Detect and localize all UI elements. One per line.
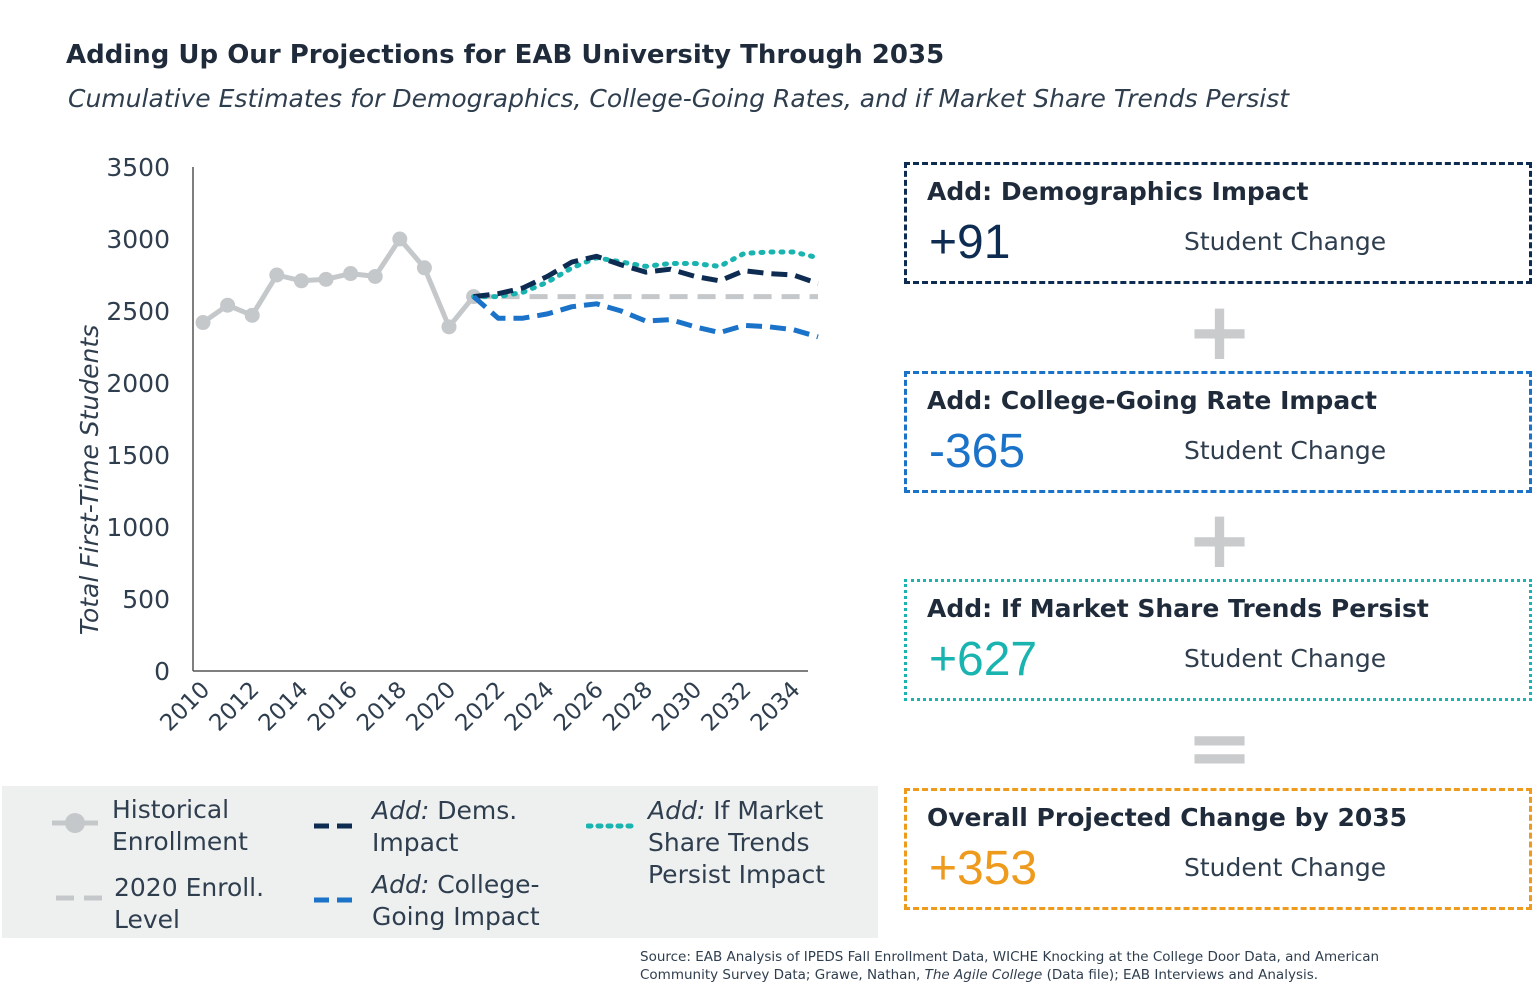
- series-line-0: [201, 236, 476, 330]
- box-value: -365: [929, 425, 1026, 478]
- legend-market-symbol: [586, 823, 636, 829]
- historical-point: [441, 319, 457, 335]
- series-line-3: [471, 294, 819, 340]
- source-line-2-text: Community Survey Data; Grawe, Nathan,: [640, 967, 925, 983]
- x-tick-label: 2026: [549, 677, 609, 737]
- legend-dems-text: Dems. Impact: [372, 796, 518, 857]
- legend-dems-label: Add: Dems. Impact: [372, 795, 562, 859]
- legend-level-symbol: [56, 895, 102, 901]
- legend-college-text: College-Going Impact: [372, 870, 540, 931]
- plus-operator: +: [1186, 285, 1254, 378]
- y-tick-label: 3000: [106, 225, 170, 254]
- enrollment-line-chart: 0500100015002000250030003500201020122014…: [75, 153, 821, 737]
- source-line-2: Community Survey Data; Grawe, Nathan, Th…: [640, 966, 1520, 984]
- legend-market-prefix: Add:: [648, 796, 706, 825]
- x-tick-label: 2022: [451, 677, 511, 737]
- y-tick-label: 0: [154, 657, 170, 686]
- box-change-label: Student Change: [1184, 644, 1387, 673]
- box-title: Overall Projected Change by 2035: [927, 803, 1408, 832]
- historical-point: [293, 273, 309, 289]
- x-tick-label: 2034: [746, 677, 806, 737]
- source-book-title: The Agile College: [924, 967, 1043, 983]
- historical-point: [220, 297, 236, 313]
- box-change-label: Student Change: [1184, 227, 1387, 256]
- x-tick-label: 2028: [598, 677, 658, 737]
- college-going-impact-box: Add: College-Going Rate Impact -365 Stud…: [904, 371, 1532, 493]
- y-tick-label: 2000: [106, 369, 170, 398]
- box-value: +627: [929, 633, 1038, 686]
- equals-operator: =: [1186, 701, 1254, 794]
- box-value: +91: [929, 216, 1011, 269]
- x-tick-label: 2016: [303, 677, 363, 737]
- series-line-4: [471, 249, 821, 300]
- legend-college-prefix: Add:: [372, 870, 430, 899]
- source-note: Source: EAB Analysis of IPEDS Fall Enrol…: [640, 948, 1520, 984]
- y-tick-label: 1000: [106, 513, 170, 542]
- legend-historical-label: Historical Enrollment: [112, 795, 248, 856]
- historical-point: [318, 271, 334, 287]
- legend-historical-symbol: [52, 813, 98, 833]
- box-change-label: Student Change: [1184, 436, 1387, 465]
- box-change-label: Student Change: [1184, 853, 1387, 882]
- x-tick-label: 2018: [352, 677, 412, 737]
- chart-legend: Historical Enrollment 2020 Enroll. Level…: [2, 786, 878, 938]
- x-tick-label: 2032: [697, 677, 757, 737]
- legend-dems-symbol: [314, 823, 360, 829]
- x-tick-label: 2014: [254, 677, 314, 737]
- y-tick-label: 2500: [106, 297, 170, 326]
- historical-point: [343, 266, 359, 282]
- legend-level-label: 2020 Enroll. Level: [114, 873, 265, 934]
- x-tick-label: 2012: [205, 677, 265, 737]
- y-tick-label: 500: [122, 585, 170, 614]
- x-tick-label: 2030: [647, 677, 707, 737]
- legend-market-text: If Market Share Trends Persist Impact: [648, 796, 826, 889]
- historical-point: [195, 315, 211, 331]
- historical-point: [416, 260, 432, 276]
- box-value: +353: [929, 842, 1038, 895]
- legend-dems-prefix: Add:: [372, 796, 430, 825]
- box-title: Add: College-Going Rate Impact: [927, 386, 1377, 415]
- legend-market-label: Add: If Market Share Trends Persist Impa…: [648, 795, 863, 891]
- historical-point: [269, 267, 285, 283]
- source-line-2-end: (Data file); EAB Interviews and Analysis…: [1042, 967, 1319, 983]
- legend-college-label: Add: College-Going Impact: [372, 869, 572, 933]
- source-line-1: Source: EAB Analysis of IPEDS Fall Enrol…: [640, 949, 1380, 965]
- historical-point: [367, 268, 383, 284]
- demographics-impact-box: Add: Demographics Impact +91 Student Cha…: [904, 162, 1532, 284]
- box-title: Add: Demographics Impact: [927, 177, 1309, 206]
- historical-point: [244, 307, 260, 323]
- x-tick-label: 2024: [500, 677, 560, 737]
- y-tick-label: 3500: [106, 153, 170, 182]
- x-tick-label: 2020: [401, 677, 461, 737]
- plus-operator: +: [1186, 493, 1254, 586]
- overall-change-box: Overall Projected Change by 2035 +353 St…: [904, 788, 1532, 910]
- box-title: Add: If Market Share Trends Persist: [927, 594, 1429, 623]
- page-subtitle: Cumulative Estimates for Demographics, C…: [68, 84, 1290, 113]
- y-axis-label: Total First-Time Students: [75, 325, 104, 635]
- y-tick-label: 1500: [106, 441, 170, 470]
- series-line-2: [473, 253, 819, 300]
- legend-college-symbol: [314, 897, 360, 903]
- market-share-impact-box: Add: If Market Share Trends Persist +627…: [904, 579, 1532, 701]
- page-title: Adding Up Our Projections for EAB Univer…: [66, 40, 945, 70]
- historical-point: [392, 231, 408, 247]
